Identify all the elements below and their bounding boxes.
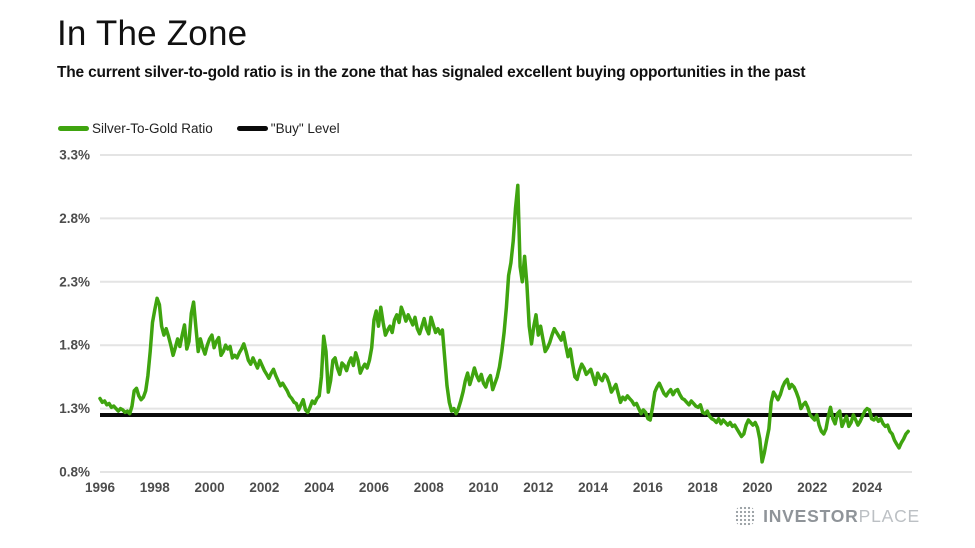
brand-name-bold: INVESTOR xyxy=(763,505,859,526)
svg-text:2020: 2020 xyxy=(742,480,772,495)
svg-text:2016: 2016 xyxy=(633,480,664,495)
legend-item-buy-level: "Buy" Level xyxy=(236,121,340,136)
svg-text:3.3%: 3.3% xyxy=(59,148,90,163)
buy-level-swatch xyxy=(236,126,268,131)
svg-text:2008: 2008 xyxy=(414,480,445,495)
brand-name-light: PLACE xyxy=(858,505,920,526)
svg-text:2024: 2024 xyxy=(852,480,883,495)
svg-text:2022: 2022 xyxy=(797,480,827,495)
svg-text:2014: 2014 xyxy=(578,480,609,495)
svg-text:2.3%: 2.3% xyxy=(59,274,90,289)
svg-text:2012: 2012 xyxy=(523,480,553,495)
ratio-line-swatch xyxy=(58,126,89,131)
svg-text:1998: 1998 xyxy=(140,480,171,495)
svg-text:1.3%: 1.3% xyxy=(59,401,90,416)
svg-text:2000: 2000 xyxy=(195,480,225,495)
chart-subtitle: The current silver-to-gold ratio is in t… xyxy=(57,64,806,81)
legend-label-ratio: Silver-To-Gold Ratio xyxy=(92,121,213,136)
svg-text:1996: 1996 xyxy=(85,480,116,495)
brand-name: INVESTORPLACE xyxy=(763,506,920,527)
legend-item-ratio: Silver-To-Gold Ratio xyxy=(58,121,213,136)
svg-text:2.8%: 2.8% xyxy=(59,211,90,226)
svg-text:1.8%: 1.8% xyxy=(59,338,90,353)
svg-text:0.8%: 0.8% xyxy=(59,465,90,480)
page-title: In The Zone xyxy=(57,14,248,53)
svg-text:2010: 2010 xyxy=(469,480,499,495)
globe-icon xyxy=(734,505,757,527)
chart-legend: Silver-To-Gold Ratio "Buy" Level xyxy=(58,121,340,136)
svg-text:2006: 2006 xyxy=(359,480,390,495)
svg-text:2002: 2002 xyxy=(249,480,279,495)
svg-text:2018: 2018 xyxy=(688,480,719,495)
investorplace-logo: INVESTORPLACE xyxy=(734,505,920,527)
svg-text:2004: 2004 xyxy=(304,480,335,495)
legend-label-buy-level: "Buy" Level xyxy=(270,121,340,136)
